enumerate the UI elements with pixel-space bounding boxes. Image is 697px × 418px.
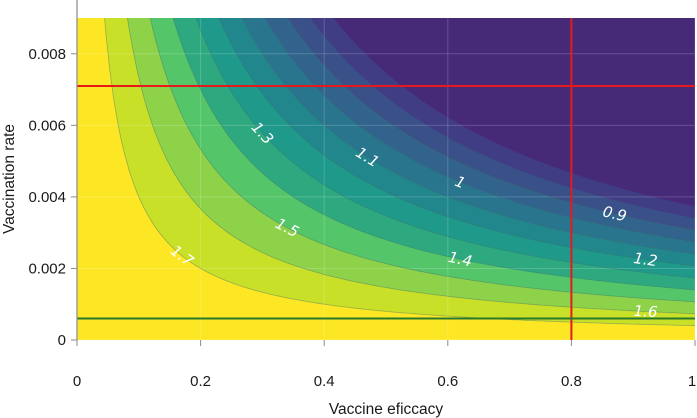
y-tick-label: 0.002 (28, 260, 66, 277)
y-tick-label: 0.008 (28, 46, 66, 63)
tick-labels: 0 0.2 0.4 0.6 0.8 1 0 0.002 0.004 0.006 0.008 (28, 46, 696, 390)
contour-label: 0.9 (601, 202, 628, 225)
x-tick-label: 0.4 (314, 373, 335, 390)
contour-label: 1.6 (633, 302, 658, 321)
contour-line (287, 18, 695, 231)
contour-lines (104, 18, 695, 327)
band-region (333, 18, 695, 207)
x-tick-label: 1 (688, 373, 696, 390)
x-tick-label: 0.8 (561, 373, 582, 390)
contour-line (218, 18, 695, 267)
x-axis-label: Vaccine eficcacy (329, 401, 444, 418)
contour-line (127, 18, 695, 315)
reference-lines (77, 18, 695, 340)
y-tick-label: 0.006 (28, 117, 66, 134)
contour-bands (77, 18, 695, 340)
contour-line (264, 18, 695, 243)
x-tick-label: 0 (73, 373, 81, 390)
axes (71, 0, 696, 346)
contour-line (149, 18, 695, 303)
contour-line (195, 18, 695, 279)
x-tick-label: 0.6 (437, 373, 458, 390)
contour-label: 1.4 (447, 248, 474, 270)
contour-label: 1.2 (632, 249, 658, 270)
y-axis-label: Vaccination rate (1, 124, 18, 234)
contour-line (241, 18, 695, 255)
y-tick-label: 0 (58, 332, 66, 349)
contour-line (172, 18, 695, 291)
x-tick-label: 0.2 (190, 373, 211, 390)
y-tick-label: 0.004 (28, 189, 66, 206)
contour-line (104, 18, 695, 327)
